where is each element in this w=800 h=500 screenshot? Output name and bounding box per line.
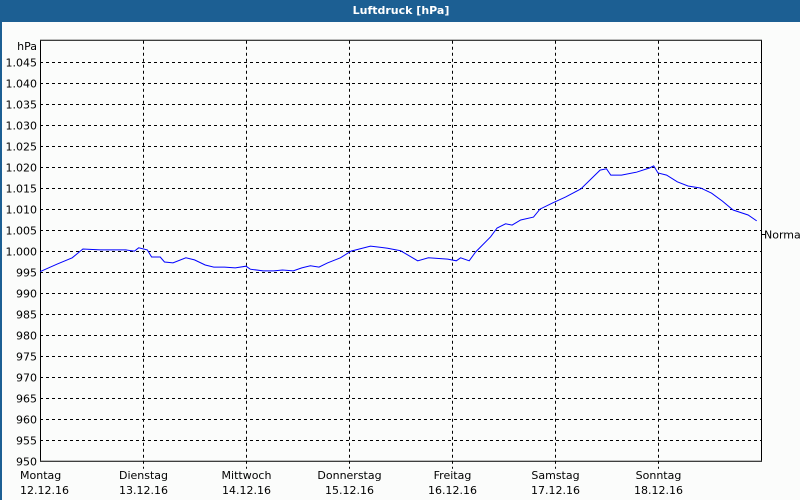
x-tick-day: Mittwoch: [222, 469, 272, 482]
y-tick-label: 990: [16, 288, 37, 301]
x-tick-date: 18.12.16: [634, 484, 683, 497]
y-tick-label: 1.030: [6, 120, 38, 133]
y-tick-label: 955: [16, 435, 37, 448]
y-tick-label: 975: [16, 351, 37, 364]
x-tick-day: Freitag: [434, 469, 472, 482]
y-tick-label: 1.035: [6, 99, 38, 112]
y-tick-label: 1.025: [6, 141, 38, 154]
x-tick-day: Montag: [20, 469, 61, 482]
y-tick-label: 1.000: [6, 246, 38, 259]
pressure-line: [39, 165, 757, 273]
y-tick-label: 985: [16, 309, 37, 322]
y-tick-label: 1.020: [6, 162, 38, 175]
normal-label: Normal: [764, 229, 800, 242]
y-tick-label: 980: [16, 330, 37, 343]
x-tick-date: 16.12.16: [428, 484, 477, 497]
x-tick-day: Sonntag: [636, 469, 682, 482]
y-tick-label: 1.015: [6, 183, 38, 196]
x-tick-date: 15.12.16: [325, 484, 374, 497]
y-tick-label: 950: [16, 456, 37, 469]
y-tick-label: 1.040: [6, 78, 38, 91]
x-tick-date: 17.12.16: [531, 484, 580, 497]
x-tick-date: 12.12.16: [20, 484, 69, 497]
y-axis-unit-label: hPa: [17, 40, 37, 53]
y-tick-label: 965: [16, 393, 37, 406]
chart-panel: [2, 22, 800, 500]
y-tick-label: 970: [16, 372, 37, 385]
y-tick-label: 1.010: [6, 204, 38, 217]
x-tick-date: 14.12.16: [222, 484, 271, 497]
x-tick-day: Dienstag: [119, 469, 168, 482]
x-tick-date: 13.12.16: [119, 484, 168, 497]
y-tick-label: 1.005: [6, 225, 38, 238]
y-tick-label: 960: [16, 414, 37, 427]
y-tick-label: 1.045: [6, 57, 38, 70]
y-tick-label: 995: [16, 267, 37, 280]
x-tick-day: Donnerstag: [317, 469, 381, 482]
x-tick-day: Samstag: [531, 469, 579, 482]
chart-title: Luftdruck [hPa]: [1, 1, 800, 21]
